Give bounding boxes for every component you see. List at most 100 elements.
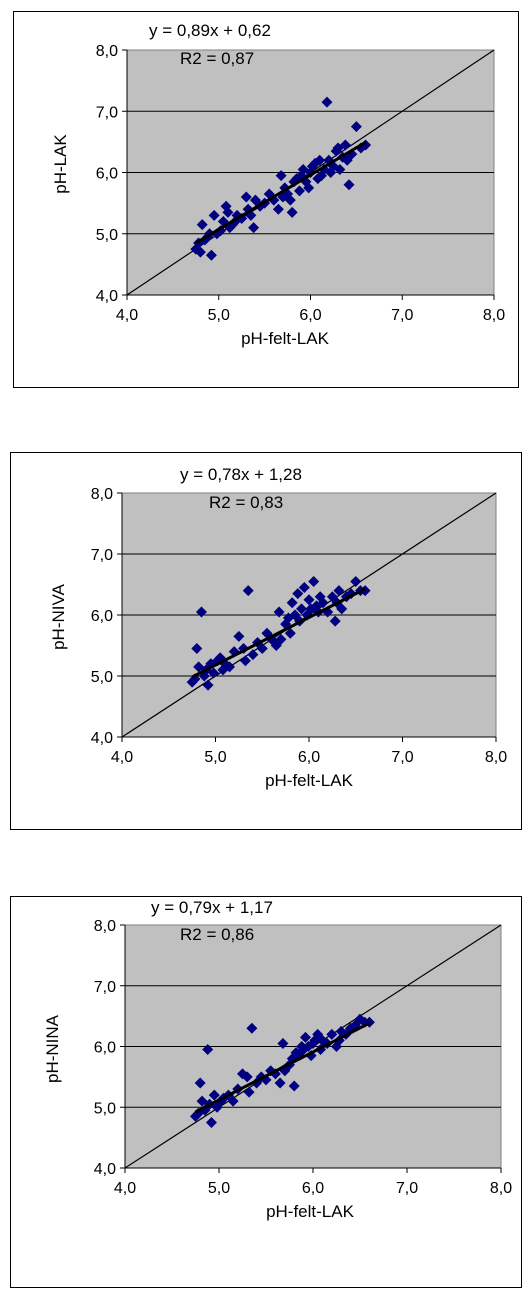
y-tick-label: 8,0 [91, 486, 113, 503]
data-point [274, 1077, 286, 1089]
data-point [249, 194, 261, 206]
data-point [265, 1065, 277, 1077]
data-point [296, 603, 308, 615]
data-point [205, 249, 217, 261]
x-axis-title: pH-felt-LAK [265, 771, 354, 790]
x-tick-label: 8,0 [483, 307, 505, 324]
data-point [275, 170, 287, 182]
data-point [194, 1077, 206, 1089]
data-point [326, 591, 338, 603]
data-point [303, 594, 315, 606]
equation-label: y = 0,79x + 1,17 [151, 898, 273, 917]
data-point [222, 206, 234, 218]
y-tick-label: 4,0 [94, 1161, 116, 1178]
data-point [339, 139, 351, 151]
data-point [189, 673, 201, 685]
x-tick-label: 7,0 [391, 307, 413, 324]
x-tick-label: 4,0 [111, 749, 133, 766]
x-tick-label: 6,0 [299, 307, 321, 324]
x-tick-label: 6,0 [302, 1180, 324, 1197]
y-axis-title: pH-NINA [43, 1014, 62, 1083]
data-point [293, 185, 305, 197]
data-point [345, 588, 357, 600]
y-tick-label: 7,0 [91, 547, 113, 564]
data-point [284, 627, 296, 639]
data-point [288, 1080, 300, 1092]
equation-label: y = 0,78x + 1,28 [180, 465, 302, 484]
data-point [186, 676, 198, 688]
trendline [195, 140, 367, 245]
y-tick-label: 5,0 [96, 227, 118, 244]
data-point [298, 1044, 310, 1056]
data-point [268, 194, 280, 206]
data-point [205, 1116, 217, 1128]
data-point [251, 1077, 263, 1089]
y-axis-title: pH-LAK [51, 134, 70, 194]
data-point [343, 179, 355, 191]
y-tick-label: 6,0 [96, 166, 118, 183]
data-point [240, 191, 252, 203]
y-tick-label: 8,0 [94, 918, 116, 935]
y-axis-title: pH-NIVA [49, 583, 68, 649]
trendline [194, 1021, 371, 1114]
y-tick-label: 4,0 [96, 288, 118, 305]
y-tick-label: 5,0 [91, 669, 113, 686]
data-point [260, 1074, 272, 1086]
data-point [326, 1028, 338, 1040]
data-point [284, 194, 296, 206]
chart-panel-2: 4,0 5,0 6,0 7,0 8,0 4,0 5,0 6,0 7,0 8,0 y = 0,78x … [10, 452, 522, 830]
chart-panel-1: 4,0 5,0 6,0 7,0 8,0 4,0 5,0 6,0 7,0 8,0 y = 0,89x … [13, 11, 519, 388]
data-point [329, 615, 341, 627]
data-point [242, 585, 254, 597]
x-axis-title: pH-felt-LAK [241, 329, 330, 348]
data-point [282, 612, 294, 624]
y-tick-label: 7,0 [94, 979, 116, 996]
chart-svg: 4,0 5,0 6,0 7,0 8,0 4,0 5,0 6,0 7,0 8,0 y = 0,78x … [49, 465, 507, 790]
x-tick-label: 6,0 [298, 749, 320, 766]
data-point [299, 1031, 311, 1043]
data-point [298, 582, 310, 594]
data-point [208, 667, 220, 679]
data-point [196, 219, 208, 231]
chart-svg: 4,0 5,0 6,0 7,0 8,0 4,0 5,0 6,0 7,0 8,0 y = 0,79x … [43, 898, 512, 1221]
data-point [208, 209, 220, 221]
data-point [314, 591, 326, 603]
x-tick-label: 8,0 [490, 1180, 512, 1197]
data-point [321, 96, 333, 108]
data-point [303, 182, 315, 194]
data-point [277, 1037, 289, 1049]
y-tick-label: 5,0 [94, 1100, 116, 1117]
data-point [248, 222, 260, 234]
data-point [224, 661, 236, 673]
data-point [246, 1022, 258, 1034]
y-tick-label: 8,0 [96, 43, 118, 60]
data-point [317, 597, 329, 609]
data-point [272, 203, 284, 215]
x-tick-label: 8,0 [485, 749, 507, 766]
data-point [237, 1068, 248, 1080]
data-point [316, 1034, 328, 1046]
data-point [233, 630, 245, 642]
data-point [191, 643, 203, 655]
data-point [334, 163, 346, 175]
r2-label: R2 = 0,86 [180, 925, 254, 944]
y-tick-label: 6,0 [94, 1040, 116, 1057]
data-point [247, 649, 259, 661]
data-point [192, 1107, 204, 1119]
x-tick-label: 7,0 [396, 1180, 418, 1197]
data-point [350, 575, 362, 587]
data-point [194, 246, 206, 258]
r2-label: R2 = 0,87 [180, 49, 254, 68]
r2-label: R2 = 0,83 [209, 493, 283, 512]
data-point [336, 603, 348, 615]
data-point [208, 1089, 220, 1101]
x-tick-label: 5,0 [208, 307, 230, 324]
data-point [195, 606, 207, 618]
data-point [202, 1044, 214, 1056]
data-point [256, 643, 268, 655]
y-tick-label: 6,0 [91, 608, 113, 625]
x-tick-label: 4,0 [114, 1180, 136, 1197]
data-point [214, 652, 226, 664]
data-point [314, 154, 326, 166]
x-tick-label: 5,0 [204, 749, 226, 766]
